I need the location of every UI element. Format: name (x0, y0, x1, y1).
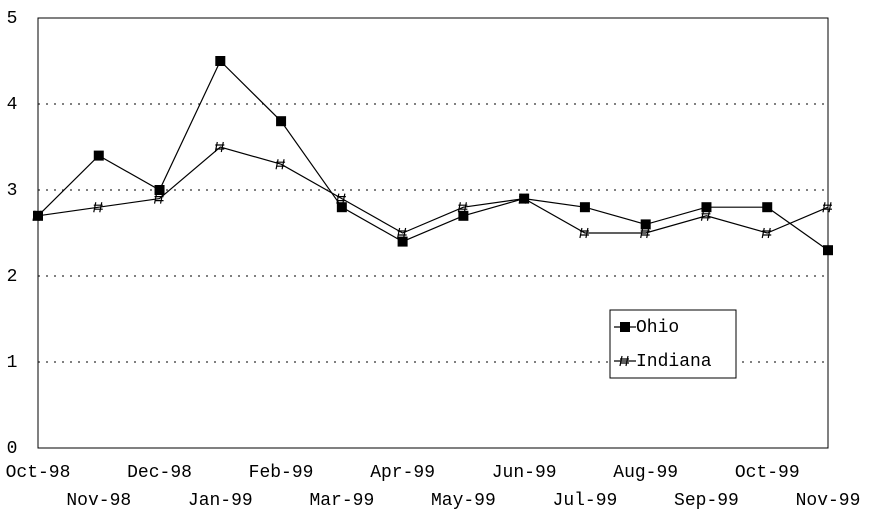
x-tick-label: Jun-99 (492, 463, 557, 483)
point (822, 202, 832, 213)
series-line (37, 59, 829, 251)
x-tick-label: Sep-99 (674, 491, 739, 511)
point (32, 210, 42, 221)
x-tick-label: Jan-99 (188, 491, 253, 511)
point (762, 202, 773, 213)
point (336, 202, 347, 213)
point (579, 227, 589, 239)
x-tick-label: Oct-99 (735, 463, 800, 483)
legend-marker (619, 355, 629, 367)
point (761, 227, 772, 239)
legend-marker (620, 322, 630, 332)
x-tick-label: Dec-98 (127, 463, 192, 483)
point (336, 193, 346, 204)
x-tick-label: Mar-99 (309, 491, 374, 511)
point (518, 193, 529, 204)
point (701, 202, 712, 213)
point (215, 56, 226, 66)
y-tick-label: 0 (7, 439, 18, 459)
y-tick-label: 2 (7, 267, 18, 287)
x-tick-label: Jul-99 (553, 491, 618, 511)
point (397, 227, 407, 239)
point (579, 202, 590, 213)
point (640, 219, 651, 230)
point (397, 236, 408, 247)
x-tick-label: Nov-98 (66, 491, 131, 511)
x-tick-label: May-99 (431, 491, 496, 511)
point (153, 193, 164, 204)
x-tick-label: Feb-99 (249, 463, 314, 483)
point (93, 202, 103, 213)
y-tick-label: 5 (7, 9, 18, 29)
point (214, 141, 225, 153)
plot-frame (37, 17, 829, 449)
x-tick-label: Oct-98 (6, 463, 71, 483)
point (154, 185, 165, 195)
x-tick-label: Apr-99 (370, 463, 435, 483)
x-tick-label: Nov-99 (796, 491, 861, 511)
point (276, 116, 287, 127)
point (458, 210, 469, 221)
point (700, 210, 711, 221)
y-tick-label: 3 (7, 181, 18, 201)
point (823, 245, 833, 256)
point (275, 159, 286, 170)
y-tick-label: 4 (7, 95, 18, 115)
x-tick-label: Aug-99 (613, 463, 678, 483)
point (640, 227, 650, 239)
point (93, 150, 104, 161)
point (457, 202, 468, 213)
y-tick-label: 1 (7, 353, 18, 373)
legend-box (609, 309, 737, 379)
legend-label: Ohio (636, 318, 679, 338)
legend-label: Indiana (636, 352, 712, 372)
series-line (37, 146, 829, 234)
legend: Ohio Indiana (609, 309, 737, 379)
